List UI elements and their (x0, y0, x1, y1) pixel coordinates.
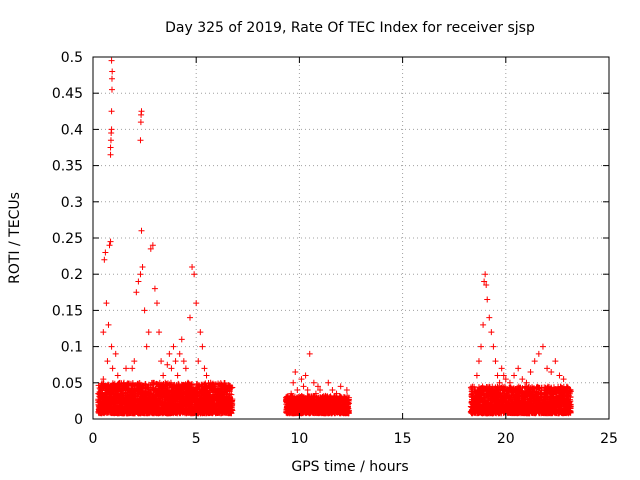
data-points (95, 57, 574, 417)
data-point (193, 385, 200, 392)
grid-lines (93, 57, 609, 419)
data-point (195, 382, 202, 389)
